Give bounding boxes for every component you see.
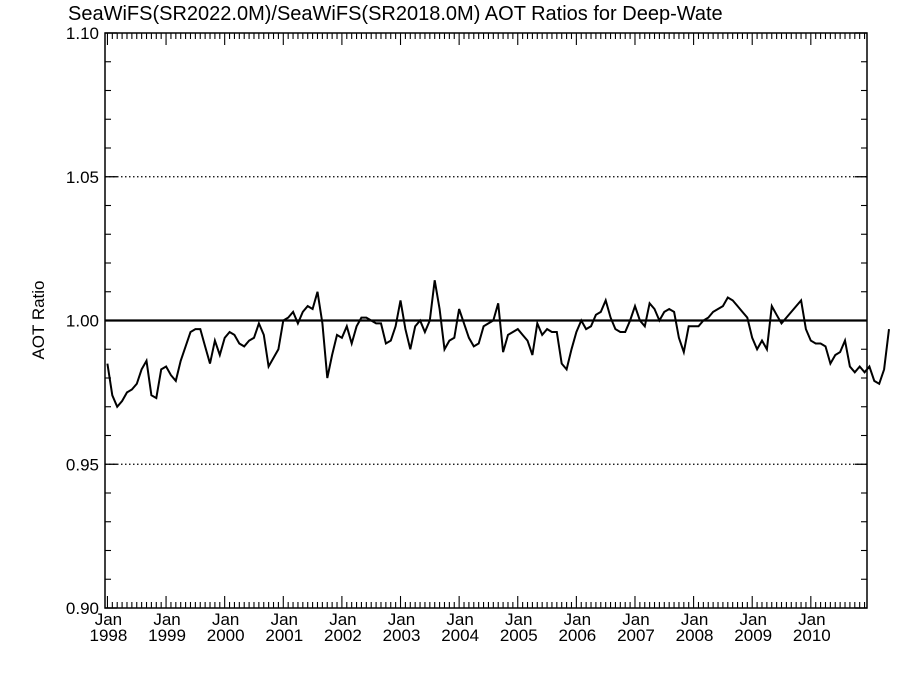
x-tick-label: Jan	[505, 610, 532, 629]
x-tick-label: 1999	[148, 626, 186, 645]
x-tick-label: Jan	[95, 610, 122, 629]
x-tick-label: Jan	[564, 610, 591, 629]
x-tick-label: 2001	[265, 626, 303, 645]
y-tick-label: 0.90	[66, 599, 99, 618]
x-tick-label: 2009	[734, 626, 772, 645]
x-tick-label: 2003	[383, 626, 421, 645]
x-tick-label: 2007	[617, 626, 655, 645]
y-tick-label: 1.00	[66, 312, 99, 331]
x-tick-label: 2004	[441, 626, 479, 645]
gridlines	[105, 176, 867, 465]
x-tick-label: 2010	[793, 626, 831, 645]
y-tick-label: 1.05	[66, 168, 99, 187]
x-tick-label: Jan	[388, 610, 415, 629]
x-tick-label: Jan	[622, 610, 649, 629]
x-tick-label: Jan	[271, 610, 298, 629]
x-tick-label: 2000	[207, 626, 245, 645]
x-tick-label: Jan	[153, 610, 180, 629]
x-tick-label: Jan	[329, 610, 356, 629]
y-tick-label: 1.10	[66, 24, 99, 43]
x-tick-label: 1998	[90, 626, 128, 645]
x-tick-label: 2008	[676, 626, 714, 645]
series-line	[106, 280, 890, 409]
x-axis: Jan1998Jan1999Jan2000Jan2001Jan2002Jan20…	[90, 33, 866, 645]
chart-title: SeaWiFS(SR2022.0M)/SeaWiFS(SR2018.0M) AO…	[68, 3, 723, 25]
x-tick-label: Jan	[798, 610, 825, 629]
x-tick-label: Jan	[740, 610, 767, 629]
x-tick-label: 2006	[558, 626, 596, 645]
x-tick-label: 2005	[500, 626, 538, 645]
x-tick-label: Jan	[446, 610, 473, 629]
x-tick-label: Jan	[212, 610, 239, 629]
x-tick-label: 2002	[324, 626, 362, 645]
y-axis-label: AOT Ratio	[29, 280, 48, 359]
y-axis: 0.90 0.95 1.00 1.05 1.10	[66, 24, 867, 618]
y-tick-label: 0.95	[66, 455, 99, 474]
x-tick-label: Jan	[681, 610, 708, 629]
